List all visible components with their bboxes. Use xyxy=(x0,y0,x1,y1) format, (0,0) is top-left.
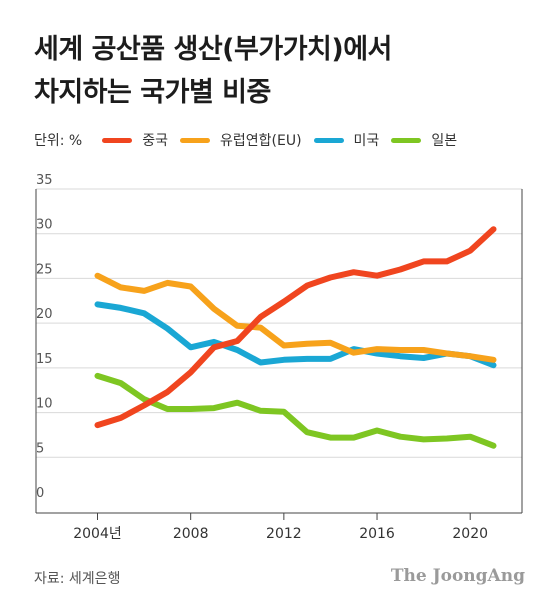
legend: 단위: % 중국 유럽연합(EU) 미국 일본 xyxy=(34,130,469,150)
y-tick-label-5: 5 xyxy=(36,441,44,456)
y-tick-label-20: 20 xyxy=(36,307,53,322)
chart-title: 세계 공산품 생산(부가가치)에서 차지하는 국가별 비중 xyxy=(34,28,392,114)
x-tick-label-2012: 2012 xyxy=(266,526,302,542)
legend-item-japan: 일본 xyxy=(391,130,457,150)
y-tick-label-35: 35 xyxy=(36,173,53,188)
brand-logo: The JoongAng xyxy=(390,566,525,586)
series-line-china xyxy=(94,226,497,429)
y-tick-label-25: 25 xyxy=(36,262,53,277)
unit-label: 단위: % xyxy=(34,133,83,149)
y-tick-label-15: 15 xyxy=(36,352,53,367)
x-tick-label-2008: 2008 xyxy=(173,526,209,542)
legend-label-japan: 일본 xyxy=(431,133,458,149)
title-line-2: 차지하는 국가별 비중 xyxy=(34,77,271,108)
y-tick-label-10: 10 xyxy=(36,397,53,412)
legend-swatch-japan xyxy=(391,137,422,143)
legend-label-china: 중국 xyxy=(142,133,168,149)
title-line-1: 세계 공산품 생산(부가가치)에서 xyxy=(34,34,392,65)
legend-swatch-china xyxy=(102,137,133,143)
legend-label-usa: 미국 xyxy=(353,133,380,149)
legend-swatch-usa xyxy=(313,137,344,143)
series-line-japan xyxy=(94,372,497,449)
source-note: 자료: 세계은행 xyxy=(34,571,121,587)
legend-swatch-eu xyxy=(180,137,210,143)
y-tick-label-0: 0 xyxy=(36,486,44,501)
x-tick-label-2016: 2016 xyxy=(359,526,395,542)
legend-label-eu: 유럽연합(EU) xyxy=(220,133,302,149)
legend-item-usa: 미국 xyxy=(313,130,380,150)
legend-item-eu: 유럽연합(EU) xyxy=(180,130,302,150)
series-line-usa xyxy=(94,301,497,369)
y-tick-label-30: 30 xyxy=(36,218,53,233)
x-tick-label-2004: 2004년 xyxy=(73,526,122,542)
x-tick-label-2020: 2020 xyxy=(452,526,488,542)
legend-item-china: 중국 xyxy=(102,130,168,150)
series-line-eu xyxy=(94,272,497,363)
